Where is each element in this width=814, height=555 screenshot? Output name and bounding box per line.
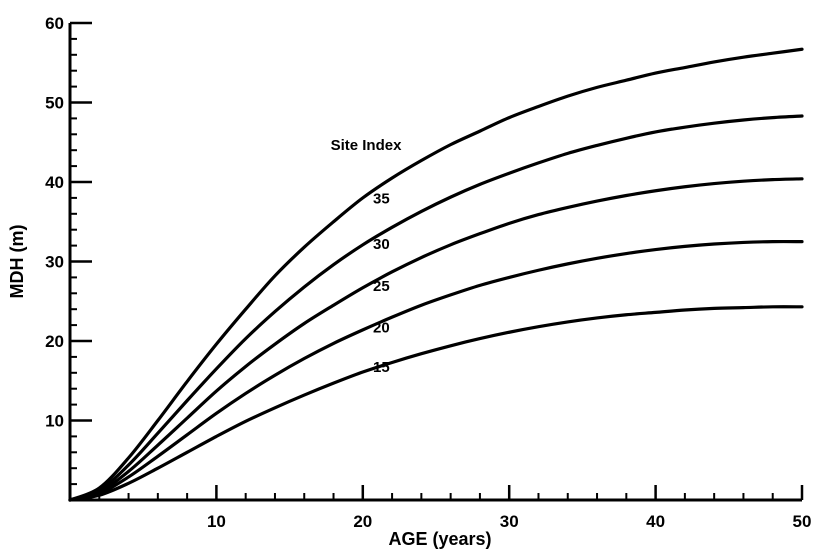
series-lines xyxy=(68,47,804,502)
x-tick-label: 50 xyxy=(793,512,812,531)
series-label-si-35: 35 xyxy=(373,190,390,207)
series-line-si-20 xyxy=(68,239,804,502)
x-tick-label: 10 xyxy=(207,512,226,531)
y-tick-label: 20 xyxy=(45,332,64,351)
axes: 10 20 30 40 50 10 20 30 40 50 60 xyxy=(45,14,811,531)
x-tick-label: 30 xyxy=(500,512,519,531)
series-line-si-35 xyxy=(68,47,804,502)
x-tick-label: 40 xyxy=(646,512,665,531)
y-tick-label: 60 xyxy=(45,14,64,33)
y-axis-title: MDH (m) xyxy=(7,225,27,299)
series-line-si-25 xyxy=(68,177,804,502)
series-label-si-15: 15 xyxy=(373,359,390,376)
y-tick-label: 10 xyxy=(45,412,64,431)
y-tick-label: 50 xyxy=(45,94,64,113)
annotations: 35 30 25 20 15 xyxy=(373,190,390,376)
series-label-si-20: 20 xyxy=(373,319,390,336)
y-tick-label: 40 xyxy=(45,173,64,192)
site-index-title: Site Index xyxy=(331,137,403,154)
series-label-si-30: 30 xyxy=(373,236,390,253)
series-line-si-30 xyxy=(68,114,804,502)
y-tick-label: 30 xyxy=(45,253,64,272)
x-axis-title: AGE (years) xyxy=(388,529,491,549)
series-line-si-15 xyxy=(68,305,804,502)
x-tick-label: 20 xyxy=(353,512,372,531)
series-label-si-25: 25 xyxy=(373,278,390,295)
